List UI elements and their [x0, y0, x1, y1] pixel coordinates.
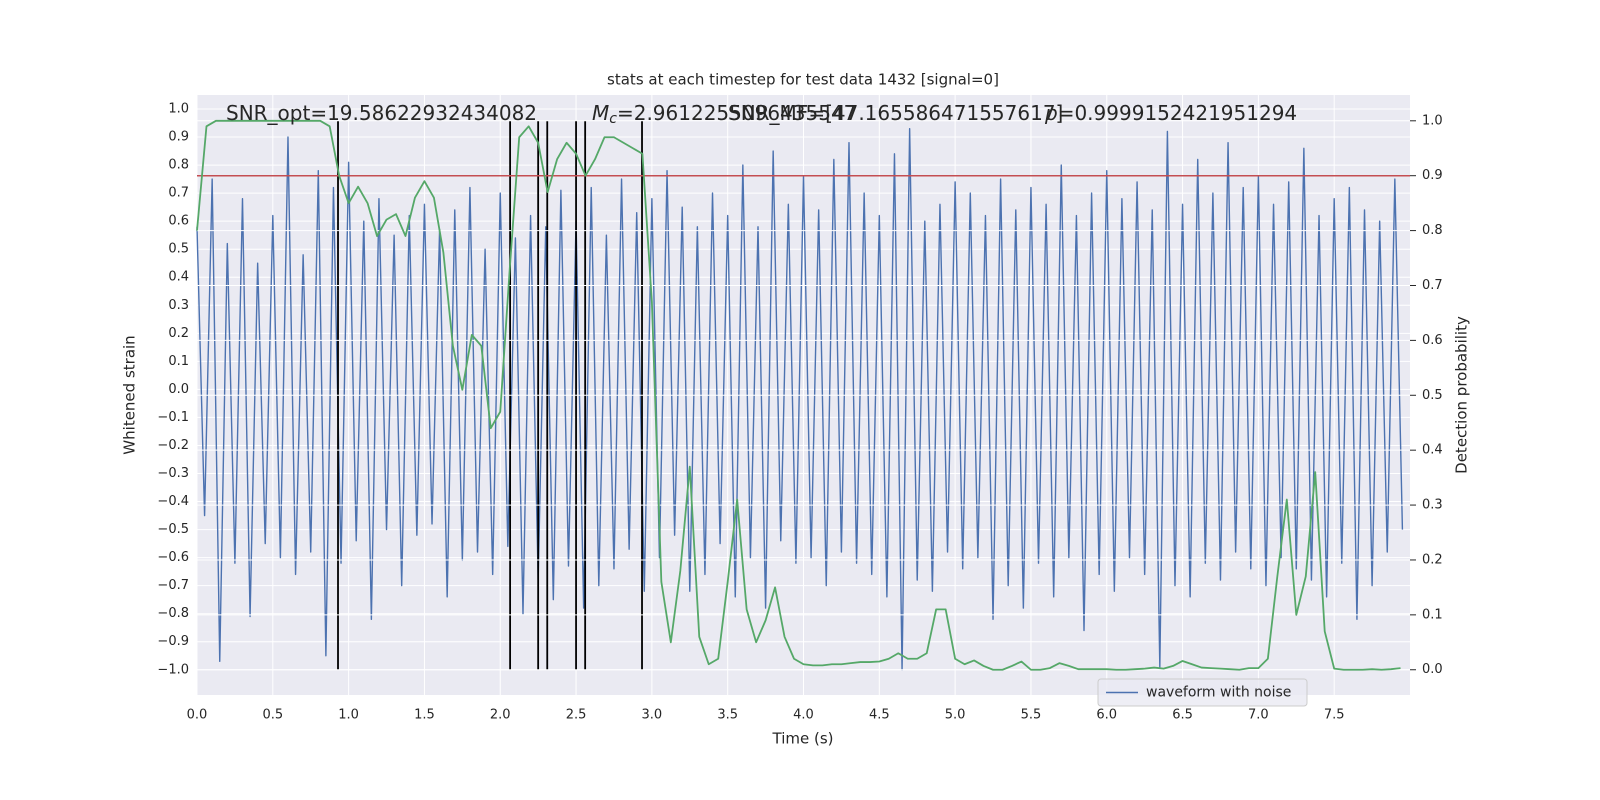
annotation-text: =0.9999152421951294: [1058, 101, 1297, 125]
y-tick-label: −0.1: [157, 410, 189, 425]
y2-tick-label: 0.2: [1422, 552, 1443, 567]
y-tick-label: −0.3: [157, 466, 189, 481]
y2-tick-label: 0.3: [1422, 498, 1443, 513]
legend-label: waveform with noise: [1146, 685, 1291, 701]
annotation-text: =2.9612255096435547: [617, 101, 856, 125]
chart-title: stats at each timestep for test data 143…: [607, 71, 999, 89]
y2-tick-label: 0.4: [1422, 443, 1443, 458]
x-tick-label: 1.0: [338, 708, 359, 723]
y-tick-label: −0.4: [157, 494, 189, 509]
y-tick-label: 0.4: [168, 270, 189, 285]
y2-tick-label: 0.0: [1422, 662, 1443, 677]
x-tick-label: 7.5: [1324, 708, 1345, 723]
y2-tick-label: 0.6: [1422, 333, 1443, 348]
x-tick-label: 7.0: [1248, 708, 1269, 723]
y-tick-label: −0.2: [157, 438, 189, 453]
y-axis-label: Whitened strain: [121, 335, 139, 454]
y-tick-label: 0.8: [168, 158, 189, 173]
x-tick-label: 5.0: [945, 708, 966, 723]
x-tick-label: 0.5: [262, 708, 283, 723]
y-tick-label: −0.5: [157, 522, 189, 537]
y-tick-label: −1.0: [157, 662, 189, 677]
legend-box: [1097, 678, 1308, 707]
annotation-symbol: p: [1044, 101, 1058, 125]
y-tick-label: −0.8: [157, 606, 189, 621]
x-tick-label: 3.0: [642, 708, 663, 723]
annotation: SNR_MF=[47.165586471557617]: [728, 101, 1063, 125]
annotation-subscript: c: [609, 111, 617, 127]
y-tick-label: 0.6: [168, 214, 189, 229]
y2-tick-label: 0.7: [1422, 278, 1443, 293]
annotation: Mc=2.9612255096435547: [592, 101, 856, 128]
y2-tick-label: 0.8: [1422, 223, 1443, 238]
annotation-text: SNR_opt=19.58622932434082: [226, 101, 537, 125]
x-tick-label: 6.5: [1172, 708, 1193, 723]
annotation-symbol: M: [592, 101, 609, 125]
annotation-text: SNR_MF=[47.165586471557617]: [728, 101, 1063, 125]
y2-tick-label: 0.5: [1422, 388, 1443, 403]
y-tick-label: 0.9: [168, 130, 189, 145]
series-line: [196, 127, 1404, 671]
x-tick-label: 4.0: [793, 708, 814, 723]
x-tick-label: 2.0: [490, 708, 511, 723]
y-tick-label: −0.7: [157, 578, 189, 593]
annotation: SNR_opt=19.58622932434082: [226, 101, 537, 125]
y-tick-label: −0.6: [157, 550, 189, 565]
y-tick-label: 0.2: [168, 326, 189, 341]
y-tick-label: 0.0: [168, 382, 189, 397]
x-tick-label: 5.5: [1021, 708, 1042, 723]
x-tick-label: 1.5: [414, 708, 435, 723]
y-tick-label: 0.1: [168, 354, 189, 369]
y-tick-label: 0.5: [168, 242, 189, 257]
x-tick-label: 0.0: [187, 708, 208, 723]
y-tick-label: 0.7: [168, 186, 189, 201]
y-tick-label: −0.9: [157, 634, 189, 649]
y-tick-label: 1.0: [168, 102, 189, 117]
x-tick-label: 2.5: [566, 708, 587, 723]
x-axis-label: Time (s): [772, 730, 834, 748]
x-tick-label: 3.5: [717, 708, 738, 723]
x-tick-label: 4.5: [869, 708, 890, 723]
y2-axis-label: Detection probability: [1453, 316, 1471, 474]
y2-tick-label: 0.9: [1422, 168, 1443, 183]
series-line: [196, 119, 1401, 671]
x-tick-label: 6.0: [1096, 708, 1117, 723]
y-tick-label: 0.3: [168, 298, 189, 313]
annotation: p=0.9999152421951294: [1044, 101, 1297, 125]
y2-tick-label: 0.1: [1422, 607, 1443, 622]
y2-tick-label: 1.0: [1422, 113, 1443, 128]
